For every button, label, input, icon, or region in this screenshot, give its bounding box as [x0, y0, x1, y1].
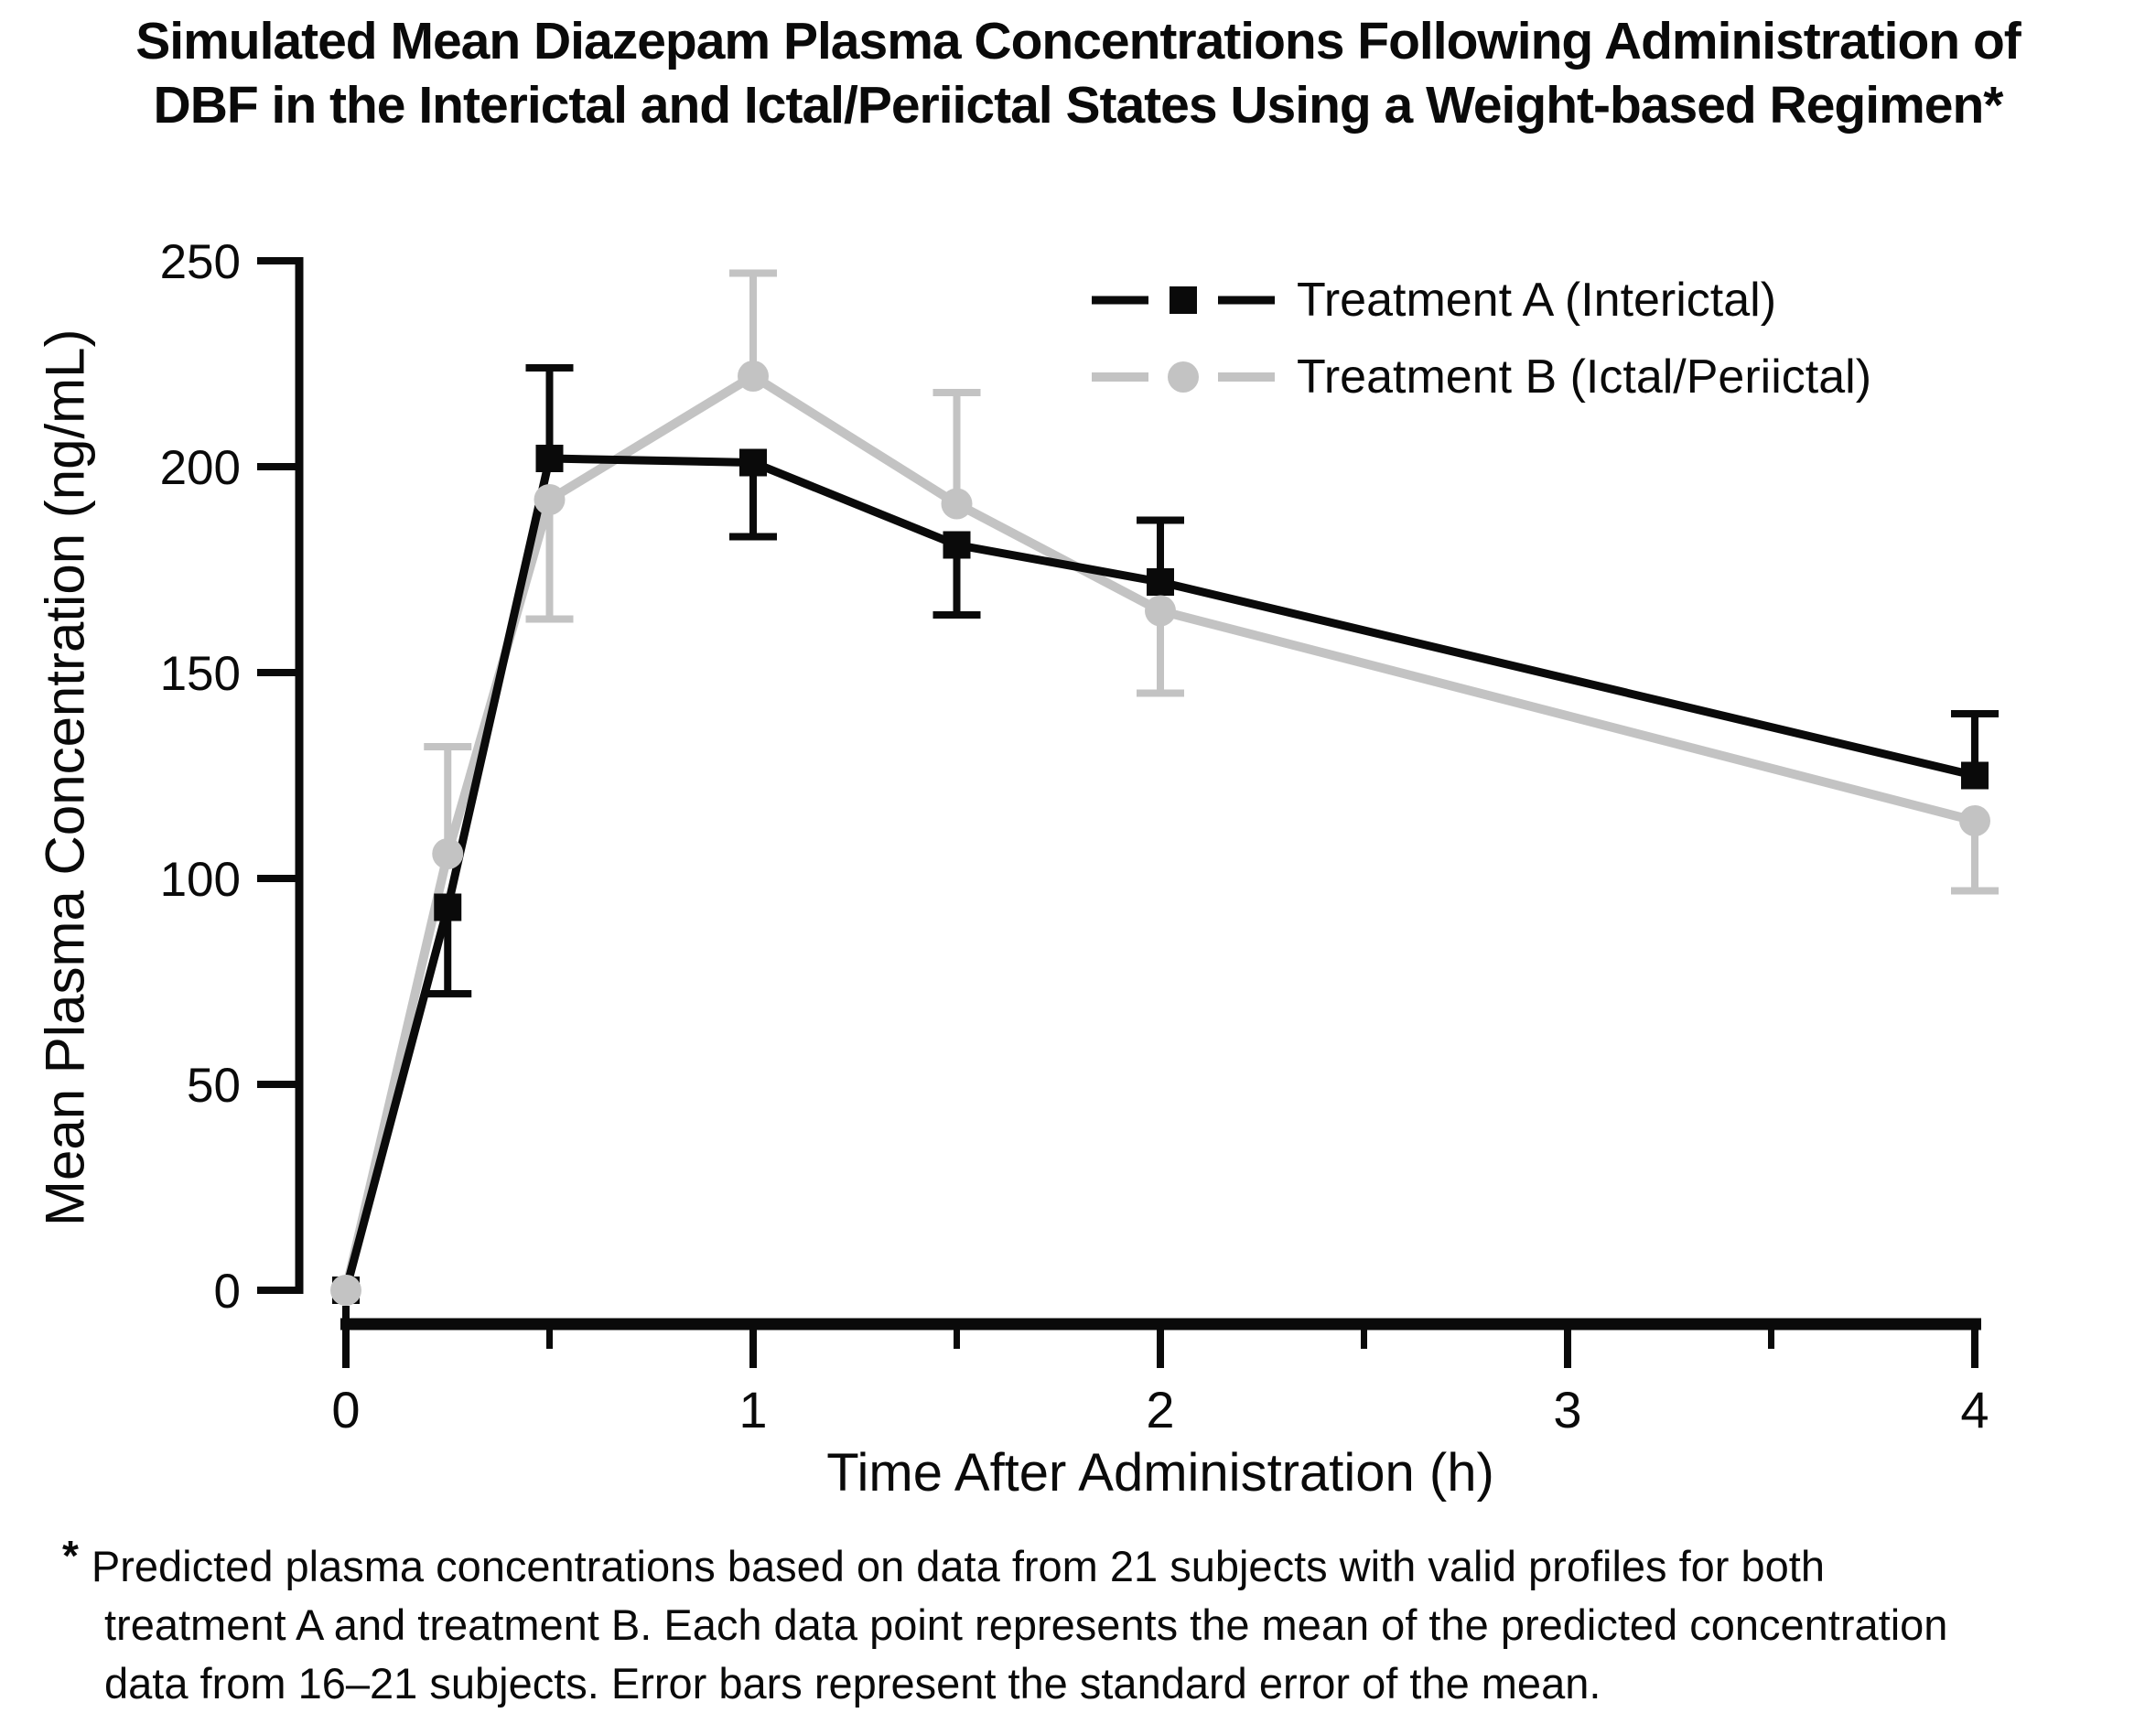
treatment-a-marker-square-1.5h [943, 531, 971, 559]
legend-label-treatment-a: Treatment A (Interictal) [1297, 274, 1777, 327]
x-tick-label-0: 0 [331, 1381, 360, 1438]
treatment-a-marker-square-0.25h [434, 893, 462, 921]
y-tick-label-100: 100 [160, 853, 241, 907]
chart-title-line-2: DBF in the Interictal and Ictal/Periicta… [153, 76, 2004, 135]
treatment-b-sample-svg [1092, 361, 1275, 393]
treatment-b-marker-circle-0.25h [432, 838, 464, 869]
x-tick-label-1: 1 [738, 1381, 767, 1438]
footnote-line-1-text: Predicted plasma concentrations based on… [91, 1542, 1825, 1590]
chart-title-line-1: Simulated Mean Diazepam Plasma Concentra… [135, 12, 2021, 70]
treatment-a-marker-square-1h [739, 448, 767, 477]
treatment-b-marker-circle-4h [1959, 805, 1990, 836]
footnote-asterisk: * [62, 1532, 79, 1579]
legend-label-treatment-b: Treatment B (Ictal/Periictal) [1297, 350, 1872, 404]
treatment-b-marker-circle-1.5h [941, 488, 973, 520]
y-axis-title: Mean Plasma Concentration (ng/mL) [34, 329, 96, 1227]
x-axis-title: Time After Administration (h) [826, 1443, 1494, 1503]
treatment-a-sample-marker [1170, 286, 1197, 314]
treatment-b-line [341, 371, 1977, 1292]
legend-row-treatment-a: Treatment A (Interictal) [1092, 262, 1871, 339]
treatment-b-marker-circle-1h [738, 361, 769, 392]
y-tick-label-200: 200 [160, 441, 241, 495]
treatment-b-marker-circle-2h [1145, 595, 1176, 627]
treatment-b-marker-circle-0h [330, 1275, 361, 1306]
treatment-b-sample-marker [1168, 361, 1199, 393]
footnote: * Predicted plasma concentrations based o… [62, 1532, 1948, 1713]
treatment-a-sample-svg [1092, 286, 1275, 314]
x-tick-label-3: 3 [1553, 1381, 1581, 1438]
treatment-a-line-marker-sample [1092, 262, 1275, 339]
footnote-line-1: * Predicted plasma concentrations based o… [62, 1532, 1947, 1596]
treatment-a-marker-square-4h [1961, 761, 1989, 790]
treatment-a-marker-square-0.5h [535, 445, 564, 472]
treatment-a-marker-square-2h [1147, 568, 1174, 596]
footnote-line-3: data from 16–21 subjects. Error bars rep… [104, 1659, 1601, 1708]
y-tick-label-250: 250 [160, 235, 241, 289]
treatment-b-marker-circle-0.5h [534, 484, 566, 515]
y-tick-label-150: 150 [160, 647, 241, 701]
legend: Treatment A (Interictal) Treatment B (Ic… [1092, 262, 1871, 415]
treatment-b-line-marker-sample [1092, 339, 1275, 415]
x-tick-label-2: 2 [1146, 1381, 1174, 1438]
legend-row-treatment-b: Treatment B (Ictal/Periictal) [1092, 339, 1871, 415]
footnote-line-2: treatment A and treatment B. Each data p… [104, 1600, 1948, 1649]
x-tick-label-4: 4 [1960, 1381, 1989, 1438]
y-tick-label-0: 0 [214, 1265, 241, 1319]
chart-title: Simulated Mean Diazepam Plasma Concentra… [0, 9, 2156, 137]
y-tick-label-50: 50 [187, 1059, 241, 1113]
